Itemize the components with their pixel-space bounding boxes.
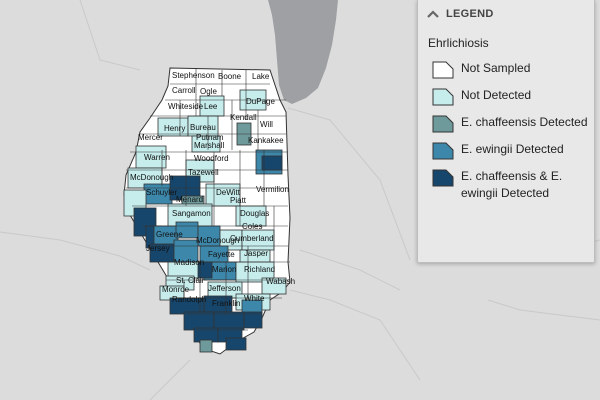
county-label: Wabash: [266, 277, 295, 286]
county-label: Putnam: [196, 133, 224, 142]
county-label: Fayette: [208, 250, 235, 259]
county-label: Carroll: [172, 86, 196, 95]
county-layer: [123, 89, 287, 353]
county-label: Menard: [176, 195, 203, 204]
county-wabash[interactable]: [261, 277, 287, 295]
county-label: Boone: [218, 72, 242, 81]
county-label: Ogle: [200, 87, 217, 96]
county-label: Marshall: [194, 141, 224, 150]
county-label: Warren: [144, 153, 170, 162]
county-label: Whiteside: [168, 102, 204, 111]
legend-items: Not Sampled Not Detected E. chaffeensis De…: [418, 60, 594, 202]
county-label: Jefferson: [208, 284, 241, 293]
county-label: Bureau: [190, 123, 216, 132]
legend-subtitle: Ehrlichiosis: [428, 36, 489, 50]
county-label: Douglas: [240, 209, 269, 218]
county-label: White: [244, 294, 265, 303]
legend-title: LEGEND: [446, 8, 494, 20]
county-label: Vermilion: [256, 185, 289, 194]
legend-swatch: [432, 115, 454, 133]
county-label: Tazewell: [188, 168, 219, 177]
county-label: Franklin: [212, 299, 240, 308]
legend-swatch: [432, 142, 454, 160]
county-label: Kendall: [230, 113, 257, 122]
county-label: Cumberland: [230, 234, 274, 243]
legend-item: E. chaffeensis & E. ewingii Detected: [432, 168, 594, 202]
legend-item: E. ewingii Detected: [432, 141, 594, 160]
legend-swatch: [432, 61, 454, 79]
county-label: McDonough: [196, 236, 239, 245]
legend-toggle[interactable]: LEGEND: [418, 0, 594, 28]
county-label: Mercer: [138, 133, 163, 142]
county-label: Lake: [252, 72, 270, 81]
county-label: McDonough: [130, 173, 173, 182]
county-sangamon[interactable]: [167, 203, 213, 229]
county-label: St. Clair: [176, 276, 205, 285]
legend-item-label: E. chaffeensis Detected: [461, 115, 588, 129]
county-label: Jasper: [244, 249, 268, 258]
county-label: Henry: [164, 124, 185, 133]
county-labels: Stephenson Boone Lake Carroll Ogle White…: [130, 71, 295, 308]
county-pope[interactable]: [225, 337, 247, 351]
county-label: Greene: [156, 230, 183, 239]
county-label: Marion: [212, 265, 236, 274]
legend-panel: LEGEND Ehrlichiosis Not Sampled Not Detec…: [417, 0, 595, 263]
legend-item-label: Not Detected: [461, 88, 532, 102]
county-label: Piatt: [230, 196, 247, 205]
county-jackson[interactable]: [183, 311, 215, 331]
county-label: Woodford: [194, 154, 229, 163]
county-gallatin[interactable]: [243, 311, 263, 329]
county-alexander[interactable]: [199, 339, 213, 353]
county-label: DeWitt: [216, 188, 241, 197]
county-label: Monroe: [162, 285, 190, 294]
county-williamson[interactable]: [213, 311, 245, 331]
county-grid: [126, 68, 290, 331]
county-label: Stephenson: [172, 71, 215, 80]
legend-item: Not Sampled: [432, 60, 594, 79]
county-label: DuPage: [246, 97, 275, 106]
county-label: Randolph: [172, 295, 206, 304]
lake-michigan: [268, 0, 338, 104]
county-label: Richland: [244, 265, 275, 274]
county-label: Jersey: [146, 244, 170, 253]
legend-item-label: E. chaffeensis & E. ewingii Detected: [461, 169, 563, 200]
county-label: Sangamon: [172, 209, 211, 218]
county-east-both[interactable]: [261, 155, 283, 171]
chevron-up-icon[interactable]: [426, 7, 440, 21]
county-label: Coles: [242, 222, 262, 231]
legend-swatch: [432, 169, 454, 187]
legend-swatch: [432, 88, 454, 106]
county-label: Will: [260, 120, 273, 129]
county-label: Kankakee: [248, 136, 284, 145]
legend-item: E. chaffeensis Detected: [432, 114, 594, 133]
legend-item: Not Detected: [432, 87, 594, 106]
county-label: Schuyler: [146, 188, 177, 197]
legend-item-label: Not Sampled: [461, 61, 531, 75]
legend-item-label: E. ewingii Detected: [461, 142, 564, 156]
county-label: Madison: [174, 258, 204, 267]
county-label: Lee: [204, 102, 218, 111]
